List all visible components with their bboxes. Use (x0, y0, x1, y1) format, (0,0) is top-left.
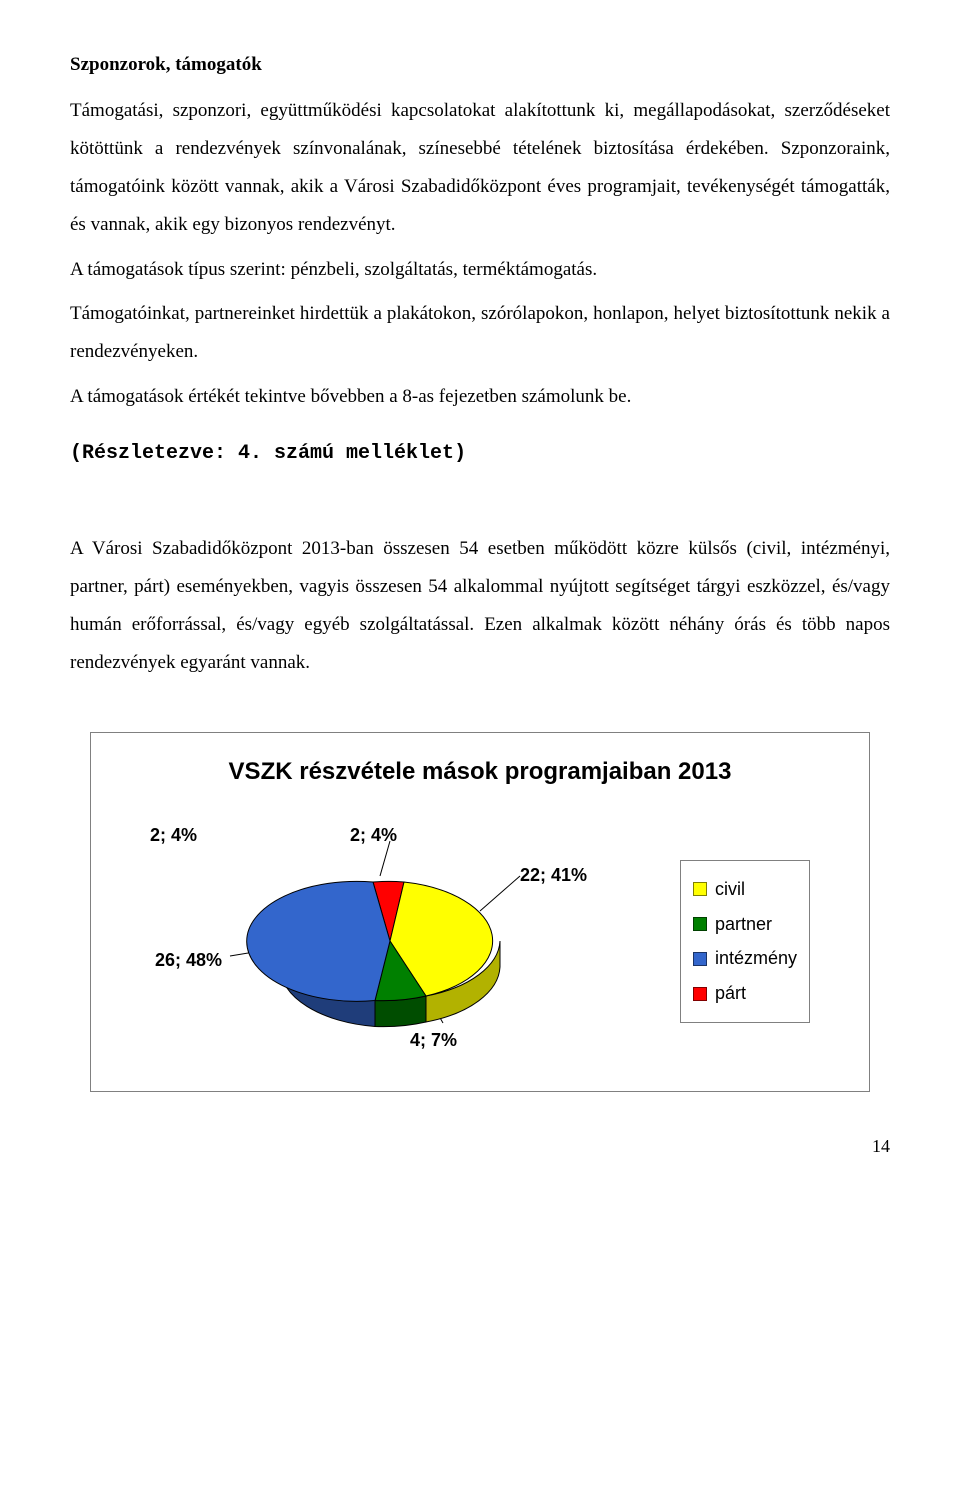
legend-label: párt (715, 979, 746, 1008)
pie-top-intezmeny (247, 882, 390, 1002)
paragraph-1: Támogatási, szponzori, együttműködési ka… (70, 92, 890, 244)
legend-swatch-part (693, 987, 707, 1001)
legend-item-intezmeny: intézmény (693, 944, 797, 973)
legend-label: civil (715, 875, 745, 904)
paragraph-2: A támogatások típus szerint: pénzbeli, s… (70, 254, 890, 286)
pie-area: 2; 4% (150, 821, 650, 1061)
pie-svg (150, 821, 650, 1061)
slice-label-0: 22; 41% (520, 861, 587, 890)
paragraph-4: A támogatások értékét tekintve bővebben … (70, 381, 890, 413)
legend-swatch-intezmeny (693, 952, 707, 966)
section-heading: Szponzorok, támogatók (70, 50, 890, 80)
legend-item-part: párt (693, 979, 797, 1008)
paragraph-3: Támogatóinkat, partnereinket hirdettük a… (70, 295, 890, 371)
pie-chart-container: VSZK részvétele mások programjaiban 2013… (90, 732, 870, 1092)
slice-label-part: 2; 4% (150, 821, 197, 850)
legend-label: partner (715, 910, 772, 939)
slice-label-3: 2; 4% (350, 821, 397, 850)
slice-label-2: 26; 48% (155, 946, 222, 975)
legend-item-partner: partner (693, 910, 797, 939)
chart-title: VSZK részvétele mások programjaiban 2013 (111, 753, 849, 791)
slice-label-1: 4; 7% (410, 1026, 457, 1055)
legend-swatch-civil (693, 882, 707, 896)
legend-label: intézmény (715, 944, 797, 973)
page-number: 14 (70, 1132, 890, 1161)
paragraph-5: A Városi Szabadidőközpont 2013-ban össze… (70, 530, 890, 682)
appendix-note: (Részletezve: 4. számú melléklet) (70, 438, 890, 470)
legend: civil partner intézmény párt (680, 860, 810, 1023)
legend-item-civil: civil (693, 875, 797, 904)
legend-swatch-partner (693, 917, 707, 931)
chart-row: 2; 4% (111, 821, 849, 1061)
